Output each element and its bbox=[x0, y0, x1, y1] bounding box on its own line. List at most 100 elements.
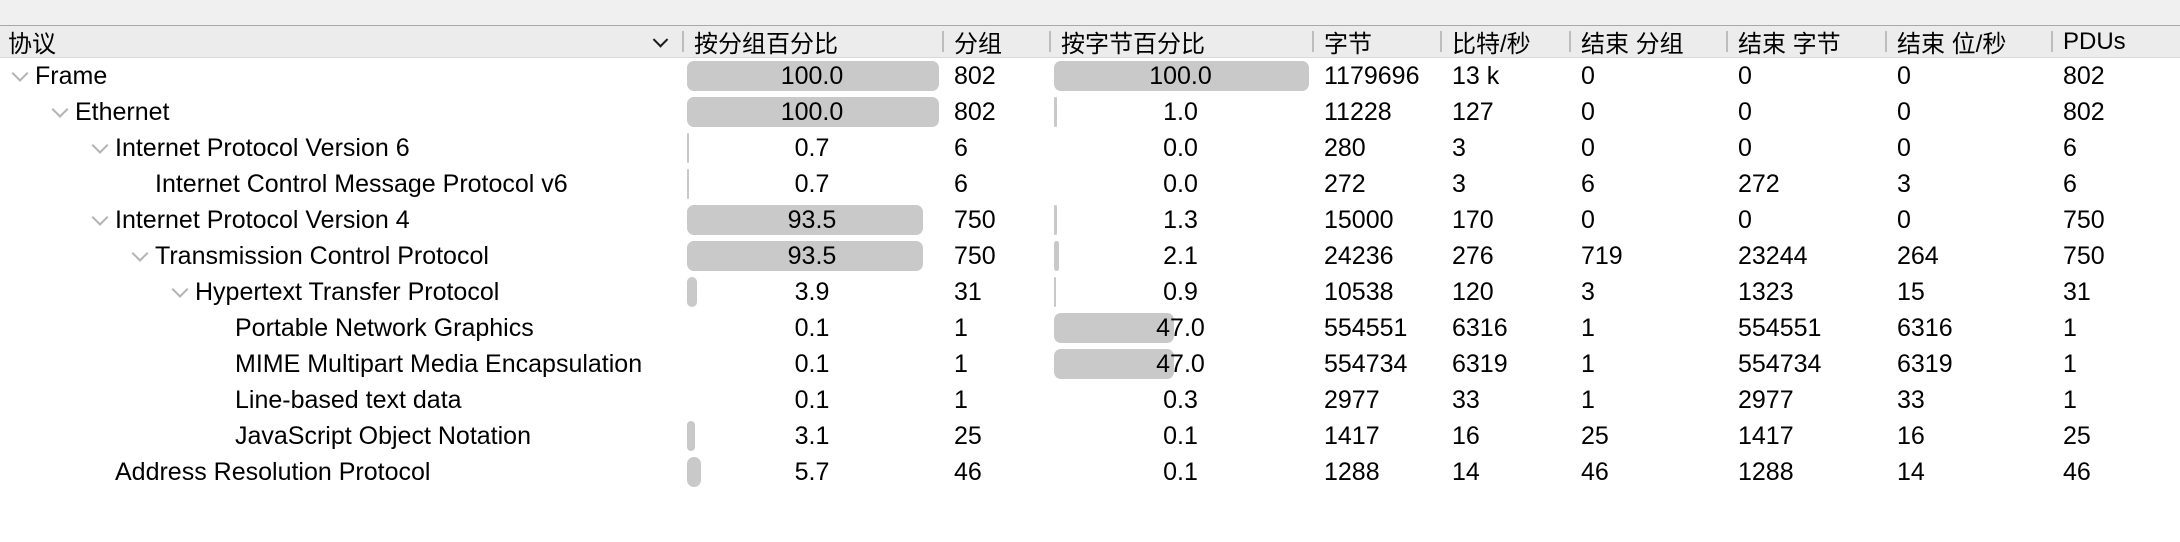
cell-end_packets: 1 bbox=[1569, 346, 1726, 382]
cell-value: 6316 bbox=[1897, 313, 1953, 342]
chevron-down-icon[interactable] bbox=[168, 274, 195, 310]
cell-pct_bytes: 0.3 bbox=[1049, 382, 1312, 418]
cell-value: 0 bbox=[1581, 61, 1595, 90]
table-row[interactable]: JavaScript Object Notation 3.1 25 0.1 1417 16… bbox=[0, 418, 2180, 454]
cell-bits_s: 3 bbox=[1440, 130, 1569, 166]
protocol-name: Address Resolution Protocol bbox=[115, 457, 431, 486]
cell-pdus: 6 bbox=[2051, 130, 2180, 166]
cell-value: 15000 bbox=[1324, 205, 1394, 234]
column-header-pdus[interactable]: PDUs bbox=[2051, 26, 2180, 57]
cell-value: 554551 bbox=[1738, 313, 1822, 342]
table-row[interactable]: Internet Protocol Version 6 0.7 6 0.0 280 3 0 0… bbox=[0, 130, 2180, 166]
cell-value: 280 bbox=[1324, 133, 1366, 162]
cell-protocol: Transmission Control Protocol bbox=[0, 238, 682, 274]
protocol-name: Line-based text data bbox=[235, 385, 462, 414]
cell-value: 6319 bbox=[1897, 349, 1953, 378]
cell-value: 554551 bbox=[1324, 313, 1408, 342]
tree-indent bbox=[8, 184, 128, 185]
column-header-label: 分组 bbox=[954, 31, 1002, 57]
chevron-down-icon[interactable] bbox=[88, 202, 115, 238]
cell-pct_packets: 0.7 bbox=[682, 130, 942, 166]
table-row[interactable]: Hypertext Transfer Protocol 3.9 31 0.9 10538… bbox=[0, 274, 2180, 310]
table-row[interactable]: Line-based text data 0.1 1 0.3 2977 33 1 2977 33… bbox=[0, 382, 2180, 418]
table-row[interactable]: Transmission Control Protocol 93.5 750 2.1 2… bbox=[0, 238, 2180, 274]
table-row[interactable]: MIME Multipart Media Encapsulation 0.1 1 47… bbox=[0, 346, 2180, 382]
percent-bar bbox=[687, 241, 923, 271]
cell-end_packets: 3 bbox=[1569, 274, 1726, 310]
window-top-strip bbox=[0, 0, 2180, 26]
cell-pct_bytes: 0.0 bbox=[1049, 166, 1312, 202]
cell-value: 23244 bbox=[1738, 241, 1808, 270]
cell-end_bytes: 0 bbox=[1726, 94, 1885, 130]
cell-end_bytes: 0 bbox=[1726, 58, 1885, 94]
protocol-name: Internet Protocol Version 4 bbox=[115, 205, 410, 234]
cell-pct_bytes: 2.1 bbox=[1049, 238, 1312, 274]
cell-value: 46 bbox=[954, 457, 982, 486]
cell-bytes: 1179696 bbox=[1312, 58, 1440, 94]
cell-end_bits_s: 0 bbox=[1885, 130, 2051, 166]
column-header-end-bytes[interactable]: 结束 字节 bbox=[1726, 26, 1885, 57]
cell-value: 15 bbox=[1897, 277, 1925, 306]
percent-value: 3.1 bbox=[794, 421, 830, 450]
column-header-label: 字节 bbox=[1324, 31, 1372, 57]
column-header-protocol[interactable]: 协议 bbox=[0, 26, 682, 57]
cell-end_packets: 6 bbox=[1569, 166, 1726, 202]
table-row[interactable]: Ethernet 100.0 802 1.0 11228 127 0 0 0 802 bbox=[0, 94, 2180, 130]
cell-packets: 31 bbox=[942, 274, 1049, 310]
cell-bits_s: 13 k bbox=[1440, 58, 1569, 94]
tree-twisty-placeholder bbox=[128, 166, 155, 202]
cell-packets: 25 bbox=[942, 418, 1049, 454]
column-header-end-packets[interactable]: 结束 分组 bbox=[1569, 26, 1726, 57]
table-row[interactable]: Internet Control Message Protocol v6 0.7 6… bbox=[0, 166, 2180, 202]
tree-twisty-placeholder bbox=[88, 454, 115, 490]
cell-pdus: 802 bbox=[2051, 58, 2180, 94]
cell-value: 16 bbox=[1452, 421, 1480, 450]
chevron-down-icon[interactable] bbox=[88, 130, 115, 166]
percent-bar bbox=[1054, 97, 1057, 127]
cell-value: 0 bbox=[1738, 97, 1752, 126]
cell-value: 14 bbox=[1452, 457, 1480, 486]
cell-value: 1417 bbox=[1324, 421, 1380, 450]
percent-bar bbox=[1054, 61, 1309, 91]
cell-value: 25 bbox=[954, 421, 982, 450]
cell-value: 31 bbox=[2063, 277, 2091, 306]
cell-value: 1 bbox=[2063, 349, 2077, 378]
cell-value: 750 bbox=[2063, 241, 2105, 270]
cell-value: 127 bbox=[1452, 97, 1494, 126]
table-row[interactable]: Portable Network Graphics 0.1 1 47.0 554551 6… bbox=[0, 310, 2180, 346]
column-header-pct-packets[interactable]: 按分组百分比 bbox=[682, 26, 942, 57]
cell-end_bytes: 554551 bbox=[1726, 310, 1885, 346]
table-row[interactable]: Internet Protocol Version 4 93.5 750 1.3 150… bbox=[0, 202, 2180, 238]
column-header-packets[interactable]: 分组 bbox=[942, 26, 1049, 57]
cell-pdus: 6 bbox=[2051, 166, 2180, 202]
cell-bytes: 554734 bbox=[1312, 346, 1440, 382]
cell-end_packets: 0 bbox=[1569, 58, 1726, 94]
table-row[interactable]: Frame 100.0 802 100.0 1179696 13 k 0 0 0 802 bbox=[0, 58, 2180, 94]
cell-value: 3 bbox=[1452, 133, 1466, 162]
column-header-end-bits-per-sec[interactable]: 结束 位/秒 bbox=[1885, 26, 2051, 57]
tree-indent bbox=[8, 364, 208, 365]
chevron-down-icon[interactable] bbox=[48, 94, 75, 130]
cell-end_packets: 1 bbox=[1569, 310, 1726, 346]
percent-value: 47.0 bbox=[1156, 349, 1205, 378]
column-header-bits-per-sec[interactable]: 比特/秒 bbox=[1440, 26, 1569, 57]
column-header-bytes[interactable]: 字节 bbox=[1312, 26, 1440, 57]
cell-pdus: 1 bbox=[2051, 346, 2180, 382]
chevron-down-icon[interactable] bbox=[128, 238, 155, 274]
tree-indent bbox=[8, 148, 88, 149]
cell-bits_s: 6316 bbox=[1440, 310, 1569, 346]
cell-bytes: 11228 bbox=[1312, 94, 1440, 130]
column-header-pct-bytes[interactable]: 按字节百分比 bbox=[1049, 26, 1312, 57]
cell-value: 0 bbox=[1581, 205, 1595, 234]
chevron-down-icon[interactable] bbox=[8, 58, 35, 94]
cell-value: 6 bbox=[2063, 169, 2077, 198]
table-row[interactable]: Address Resolution Protocol 5.7 46 0.1 1288 1… bbox=[0, 454, 2180, 490]
cell-end_bytes: 1417 bbox=[1726, 418, 1885, 454]
cell-protocol: Frame bbox=[0, 58, 682, 94]
cell-value: 3 bbox=[1581, 277, 1595, 306]
cell-pdus: 750 bbox=[2051, 238, 2180, 274]
cell-pdus: 46 bbox=[2051, 454, 2180, 490]
percent-value: 93.5 bbox=[787, 241, 837, 270]
cell-pct_packets: 3.1 bbox=[682, 418, 942, 454]
